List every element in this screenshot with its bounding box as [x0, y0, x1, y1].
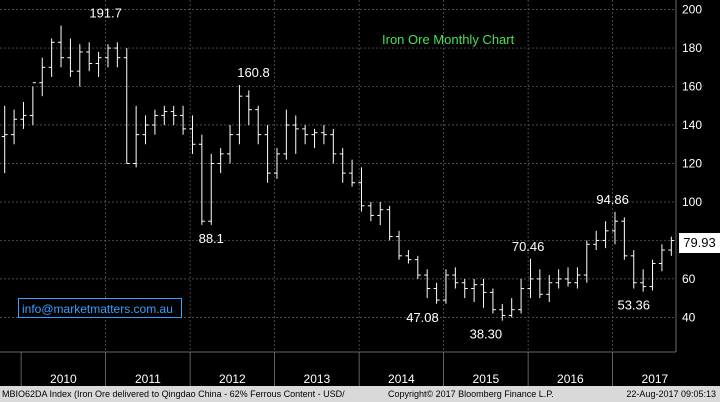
- price-annotation: 47.08: [406, 310, 439, 325]
- x-tick-label: 2017: [642, 372, 669, 386]
- x-tick-label: 2013: [304, 372, 331, 386]
- price-annotation: 88.1: [199, 231, 224, 246]
- x-tick-label: 2011: [135, 372, 161, 386]
- price-annotation: 94.86: [596, 192, 629, 207]
- last-value-badge: 79.93: [679, 233, 720, 253]
- y-tick-label: 200: [682, 3, 702, 17]
- y-tick-label: 140: [682, 118, 702, 132]
- email-link[interactable]: info@marketmatters.com.au: [18, 298, 182, 318]
- price-annotation: 38.30: [470, 327, 503, 342]
- x-tick-label: 2016: [557, 372, 584, 386]
- y-tick-label: 180: [682, 41, 702, 55]
- price-annotation: 160.8: [237, 65, 270, 80]
- y-tick-label: 160: [682, 80, 702, 94]
- footer-bar: MBIO62DA Index (Iron Ore delivered to Qi…: [0, 386, 720, 402]
- footer-index-description: MBIO62DA Index (Iron Ore delivered to Qi…: [2, 389, 345, 399]
- x-tick-label: 2012: [219, 372, 246, 386]
- y-tick-label: 100: [682, 195, 702, 209]
- price-annotation: 53.36: [617, 298, 650, 313]
- footer-copyright: Copyright© 2017 Bloomberg Finance L.P.: [388, 389, 554, 399]
- y-tick-label: 120: [682, 156, 702, 170]
- price-annotation: 191.7: [89, 6, 122, 21]
- price-annotation: 70.46: [512, 239, 545, 254]
- y-tick-label: 40: [682, 310, 696, 324]
- price-chart: 4060801001201401601802002010201120122013…: [0, 0, 702, 386]
- x-tick-label: 2015: [473, 372, 500, 386]
- footer-timestamp: 22-Aug-2017 09:05:13: [626, 389, 716, 399]
- x-tick-label: 2010: [50, 372, 77, 386]
- x-tick-label: 2014: [388, 372, 415, 386]
- chart-title: Iron Ore Monthly Chart: [382, 32, 515, 47]
- y-tick-label: 60: [682, 272, 696, 286]
